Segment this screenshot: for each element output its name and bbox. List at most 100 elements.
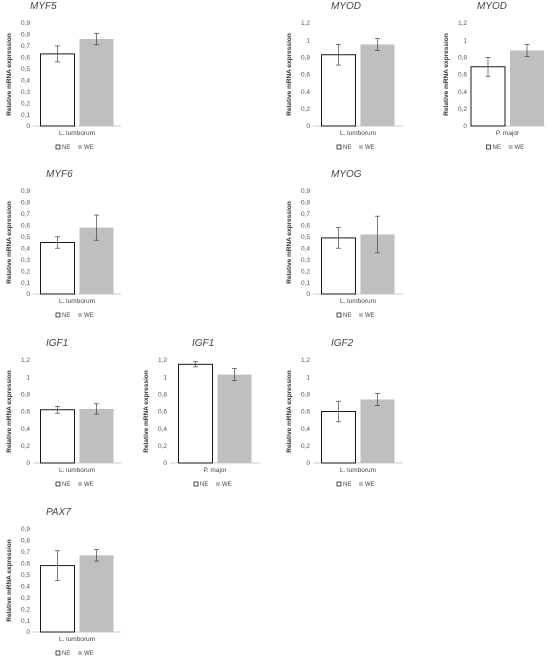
legend-swatch-ne [55,650,61,656]
legend-label-ne: NE [62,651,70,657]
y-tick-label: 0,1 [21,280,30,287]
y-tick-label: 0,4 [458,89,467,96]
legend-swatch-ne [55,144,61,150]
legend-label-ne: NE [343,145,351,151]
legend-label-ne: NE [343,313,351,319]
chart-6: IGF1 0 0,2 0,4 0,6 0,8 1 1,2 Relative mRNA expre… [6,338,121,488]
y-tick-label: 0,8 [21,32,30,39]
y-tick-label: 0,2 [21,606,30,613]
y-tick-label: 0,1 [301,280,310,287]
legend-swatch-we [359,482,363,486]
y-tick-label: 0,8 [21,200,30,207]
y-tick-label: 0,5 [21,66,30,73]
legend-swatch-ne [193,481,199,487]
legend-swatch-we [78,145,82,149]
chart-5: MYOG 0 0,1 0,2 0,3 0,4 0,5 0,6 0,7 0,8 0,9 Relative… [286,169,403,319]
y-tick-label: 0,7 [301,211,310,218]
y-tick-label: 0,6 [301,72,310,79]
legend-swatch-ne [486,144,491,150]
category-label: L. lumborum [59,130,95,137]
category-label: P. major [496,130,520,137]
y-tick-label: 0,9 [21,188,30,195]
y-tick-label: 0,9 [21,20,30,27]
y-tick-label: 1 [26,374,30,381]
category-label: P. major [203,467,227,474]
y-tick-label: 0 [463,123,467,130]
y-tick-label: 0,2 [301,268,310,275]
bar-ne [40,409,75,464]
bar-we [217,374,252,463]
y-tick-label: 0,2 [301,106,310,113]
legend-swatch-we [216,482,220,486]
y-tick-label: 0,4 [301,245,310,252]
y-tick-label: 0,4 [158,426,167,433]
y-tick-label: 1 [306,374,310,381]
y-axis-label: Relative mRNA expression [6,539,13,622]
y-tick-label: 0,8 [301,392,310,399]
y-axis-label: Relative mRNA expression [6,201,13,284]
y-tick-label: 0 [306,460,310,467]
y-tick-label: 0,7 [21,43,30,50]
y-tick-label: 0,4 [21,245,30,252]
y-tick-label: 0 [306,291,310,298]
y-tick-label: 0,7 [21,549,30,556]
chart-7: IGF1 0 0,2 0,4 0,6 0,8 1 1,2 Relative mRNA expre… [143,338,260,488]
y-tick-label: 0,4 [301,426,310,433]
y-axis-label: Relative mRNA expression [443,33,450,116]
category-label: L. lumborum [340,130,376,137]
bar-ne [470,66,506,127]
y-tick-label: 1,2 [158,357,167,364]
chart-2: MYOD 0 0,2 0,4 0,6 0,8 1 1,2 Relative mRNA expre… [286,1,403,151]
y-tick-label: 0,2 [158,443,167,450]
y-tick-label: 1,2 [301,20,310,27]
y-tick-label: 0,3 [21,89,30,96]
chart-title: MYF6 [46,169,73,180]
category-label: L. lumborum [340,467,376,474]
y-axis-label: Relative mRNA expression [6,33,13,116]
y-tick-label: 0,8 [301,55,310,62]
bar-we [510,50,544,126]
y-tick-label: 0,1 [21,112,30,119]
y-tick-label: 0,6 [21,561,30,568]
y-tick-label: 1,2 [458,20,467,27]
y-axis-label: Relative mRNA expression [143,370,150,453]
bar-ne [40,53,75,127]
y-axis-label: Relative mRNA expression [286,33,293,116]
y-tick-label: 0,6 [21,409,30,416]
y-tick-label: 0 [163,460,167,467]
category-label: L. lumborum [59,636,95,643]
y-tick-label: 0,1 [21,618,30,625]
y-tick-label: 0,3 [301,257,310,264]
y-tick-label: 0 [26,629,30,636]
y-tick-label: 0,6 [301,223,310,230]
category-label: L. lumborum [59,298,95,305]
legend-swatch-we [78,482,82,486]
chart-title: MYOD [331,1,361,12]
y-tick-label: 0,6 [458,72,467,79]
bar-ne [178,363,213,464]
y-tick-label: 0,2 [301,443,310,450]
y-tick-label: 0,8 [21,538,30,545]
y-tick-label: 0,2 [21,443,30,450]
chart-title: MYF5 [30,1,57,12]
category-label: L. lumborum [340,298,376,305]
legend-swatch-ne [55,312,61,318]
legend-label-we: WE [365,145,375,151]
legend-label-ne: NE [343,482,351,488]
y-tick-label: 0,3 [21,595,30,602]
chart-title: PAX7 [46,507,71,518]
chart-4: MYF6 0 0,1 0,2 0,3 0,4 0,5 0,6 0,7 0,8 0,9 Relative… [6,169,121,319]
y-tick-label: 0,5 [301,234,310,241]
y-tick-label: 0,2 [21,268,30,275]
legend-label-we: WE [365,482,375,488]
legend-swatch-ne [336,312,342,318]
chart-title: IGF1 [192,338,214,349]
y-tick-label: 0 [306,123,310,130]
legend-label-we: WE [84,651,94,657]
bar-ne [40,242,75,295]
y-tick-label: 1,2 [21,357,30,364]
y-tick-label: 0,8 [158,392,167,399]
y-axis-label: Relative mRNA expression [286,370,293,453]
chart-3: MYOD 0 0,2 0,4 0,6 0,8 1 1,2 Relative mRNA expre… [443,1,545,151]
